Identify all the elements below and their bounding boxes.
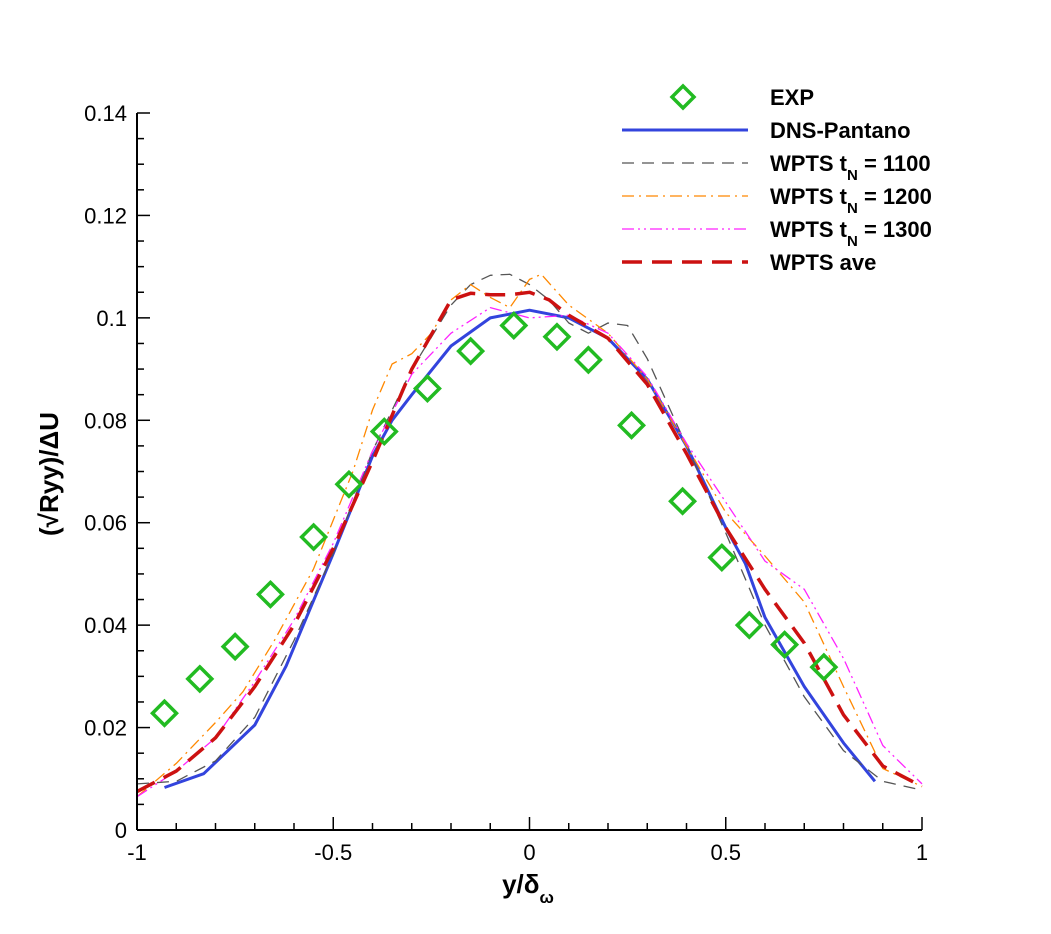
legend-label: WPTS tN = 1100 [770,151,931,184]
legend-label: DNS-Pantano [770,118,911,143]
series-dns-pantano [164,308,877,789]
legend-label: WPTS tN = 1200 [770,184,932,217]
exp-data-point [542,322,572,352]
y-tick-label: 0 [115,818,127,843]
exp-data-point [220,632,250,662]
y-axis-title: (√Ryy)/ΔU [34,412,64,536]
exp-data-point [412,374,442,404]
x-tick-label: 0 [523,840,535,865]
series-line [136,273,923,791]
exp-data-point [299,522,329,552]
legend-label: EXP [770,85,814,110]
legend-entry: WPTS ave [622,250,876,275]
legend-entry: WPTS tN = 1100 [622,151,931,184]
exp-data-point [734,610,764,640]
legend-label: WPTS ave [770,250,876,275]
legend-entry: WPTS tN = 1200 [622,184,932,217]
x-tick-label: 1 [916,840,928,865]
series-line [136,306,923,798]
axes-layer: -1 -0.5 0 0.5 1 0 0.02 0.04 0.06 0.08 0.1 0.12 0.14 [84,101,928,865]
series-wpts-tn-1200 [136,273,923,798]
exp-data-point [707,543,737,573]
x-tick-label: 0.5 [710,840,741,865]
series-line [136,290,923,794]
x-tick-label: -0.5 [314,840,352,865]
series-wpts-ave [136,290,923,794]
y-tick-label: 0.06 [84,511,127,536]
y-tick-label: 0.04 [84,613,127,638]
y-tick-label: 0.08 [84,408,127,433]
exp-data-point [573,345,603,375]
y-tick-label: 0.12 [84,203,127,228]
exp-data-point [456,336,486,366]
x-axis-title: y/δω [502,869,554,907]
y-tick-label: 0.14 [84,101,127,126]
y-tick-label: 0.02 [84,716,127,741]
exp-data-point [334,469,364,499]
exp-data-point [809,652,839,682]
exp-data-point [770,630,800,660]
exp-data-point [617,410,647,440]
exp-data-point [255,579,285,609]
legend-entry: WPTS tN = 1300 [622,217,932,250]
exp-data-point [185,664,215,694]
y-tick-label: 0.1 [96,306,127,331]
series-exp [150,311,839,728]
exp-data-point [369,417,399,447]
series-line [136,273,923,798]
legend-entry: EXP [669,83,814,111]
exp-data-point [150,698,179,728]
exp-data-point [668,486,698,516]
series-wpts-tn-1300 [136,306,923,798]
exp-data-point [499,311,529,341]
series-wpts-tn-1100 [136,273,923,791]
series-line [164,308,877,789]
legend-entry: DNS-Pantano [622,118,911,143]
legend-label: WPTS tN = 1300 [770,217,932,250]
x-tick-label: -1 [127,840,147,865]
series-layer [136,273,923,798]
legend-marker [669,83,697,111]
